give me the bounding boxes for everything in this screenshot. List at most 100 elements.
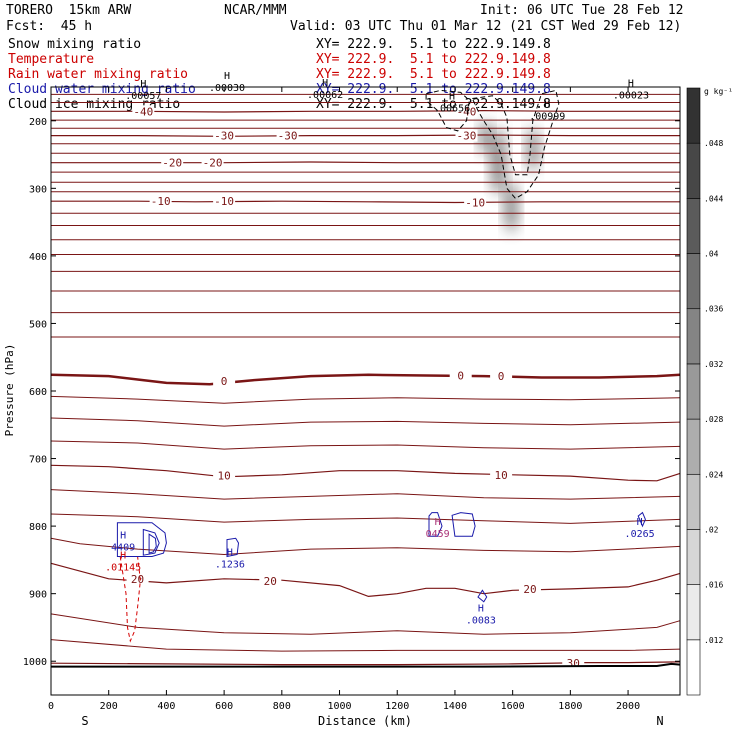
isotherm-label-3-2: -10 (465, 197, 485, 210)
isotherm-label-0-0: -40 (133, 105, 153, 118)
colorbar-bin-2 (686, 529, 701, 585)
cloud-water-contour-5 (451, 512, 476, 537)
cloud-water-contour-2 (148, 533, 157, 554)
colorbar-bin-10 (686, 87, 701, 144)
colorbar-tick-9: .048 (704, 139, 723, 148)
cloud-water-contour-4 (428, 512, 443, 537)
isotherm-thin-21 (50, 513, 681, 524)
isotherm-label-3-0: -10 (151, 195, 171, 208)
colorbar-bin-9 (686, 142, 701, 199)
cloud-water-contour-7 (637, 511, 646, 528)
snow-shade-0 (491, 127, 506, 196)
isotherm-label-bg-0-1 (455, 105, 478, 118)
cloud-water-contour-6 (477, 589, 488, 603)
isotherm-thin-19 (50, 440, 681, 450)
colorbar-bin-7 (686, 253, 701, 310)
extremum-mark-7: H (544, 99, 550, 110)
plot-frame (50, 86, 681, 696)
isotherm-thin-17 (50, 395, 681, 404)
extremum-label-4: .0083 (466, 615, 496, 626)
colorbar-bin-8 (686, 198, 701, 254)
rain-contour-0 (119, 556, 141, 643)
extremum-label-6: .00656 (434, 103, 470, 114)
extremum-mark-11: H (628, 78, 634, 89)
y-tick-label-4: 600 (29, 387, 47, 398)
isotherm-thin-22 (50, 537, 681, 556)
colorbar-bin-5 (686, 363, 701, 420)
extremum-label-8: .00057 (125, 91, 161, 102)
surface-line (51, 662, 681, 668)
x-tick-label-1: 200 (100, 701, 118, 712)
isotherm-label-1-1: -30 (278, 130, 298, 143)
model-label: TORERO 15km ARW (6, 3, 132, 18)
cloud-ice-contour-1 (471, 89, 560, 200)
isotherm-thin-24 (50, 639, 681, 652)
field-cloud-water-name: Cloud water mixing ratio (8, 82, 196, 97)
isotherm-thin-23 (50, 613, 681, 635)
isotherm-label-bg-6-0 (126, 572, 149, 585)
isotherm-label-bg-3-0 (149, 195, 172, 208)
isotherm-label-0-1: -40 (457, 105, 477, 118)
isotherm-thin-20 (50, 489, 681, 500)
x-tick-label-2: 400 (157, 701, 175, 712)
isotherm-label-bg-6-1 (259, 574, 282, 587)
isotherm-label-bg-6-2 (518, 582, 541, 595)
x-axis-label: Distance (km) (318, 714, 412, 728)
extremum-mark-2: H (227, 547, 233, 558)
extremum-label-5: .0265 (625, 529, 655, 540)
y-tick-label-0: 200 (29, 117, 47, 128)
isotherm-label-bg-4-1 (449, 369, 472, 382)
forecast-hour-label: Fcst: 45 h (6, 19, 93, 34)
cloud-water-contour-1 (142, 528, 160, 556)
init-label: Init: 06 UTC Tue 28 Feb 12 (480, 3, 684, 18)
isotherm-label-1-2: -30 (457, 130, 477, 143)
field-snow-xy: XY= 222.9. 5.1 to 222.9.149.8 (316, 37, 551, 52)
isotherm-label-5-0: 10 (217, 469, 230, 482)
isotherm-1 (51, 134, 680, 137)
y-axis-label: Pressure (hPa) (3, 344, 16, 437)
field-temperature-name: Temperature (8, 52, 95, 67)
extremum-mark-1: H (120, 551, 126, 562)
extremum-mark-4: H (478, 603, 484, 614)
extremum-label-7: .00999 (529, 111, 565, 122)
x-tick-label-0: 0 (48, 701, 54, 712)
colorbar-tick-8: .044 (704, 194, 723, 203)
isotherm-label-1-0: -30 (214, 130, 234, 143)
extremum-label-3: 0459 (426, 529, 450, 540)
y-tick-label-7: 900 (29, 590, 47, 601)
cloud-water-contour-3 (226, 537, 240, 558)
isotherm-label-6-1: 20 (264, 575, 277, 588)
isotherm-6 (50, 562, 681, 598)
colorbar-tick-4: .028 (704, 415, 723, 424)
isotherm-label-bg-5-0 (213, 469, 236, 482)
extremum-label-11: .00023 (613, 90, 649, 101)
colorbar-tick-0: .012 (704, 636, 723, 645)
x-tick-label-7: 1400 (443, 701, 467, 712)
colorbar-tick-7: .04 (704, 250, 719, 259)
isotherm-label-4-2: 0 (498, 370, 505, 383)
cloud-ice-contour-0 (425, 89, 470, 132)
isotherm-2 (51, 161, 680, 164)
isotherm-label-bg-2-0 (161, 156, 184, 169)
isotherm-4 (50, 373, 681, 386)
isotherm-label-3-1: -10 (214, 195, 234, 208)
isotherm-3 (51, 200, 680, 204)
isotherm-label-5-1: 10 (494, 469, 507, 482)
isotherm-label-7-0: 30 (567, 657, 580, 670)
extremum-mark-10: H (322, 78, 328, 89)
y-tick-label-2: 400 (29, 252, 47, 263)
isotherm-label-bg-2-1 (201, 156, 224, 169)
y-tick-label-6: 800 (29, 522, 47, 533)
y-tick-label-5: 700 (29, 455, 47, 466)
x-tick-label-4: 800 (273, 701, 291, 712)
y-tick-label-1: 300 (29, 184, 47, 195)
isotherm-label-2-0: -20 (162, 157, 182, 170)
colorbar-bin-4 (686, 418, 701, 475)
colorbar-bin-6 (686, 308, 701, 365)
isotherm-label-6-2: 20 (523, 583, 536, 596)
extremum-mark-6: H (449, 91, 455, 102)
extremum-label-10: .00062 (307, 90, 343, 101)
isotherm-thin-18 (50, 417, 681, 427)
valid-time-label: Valid: 03 UTC Thu 01 Mar 12 (21 CST Wed … (290, 19, 682, 34)
